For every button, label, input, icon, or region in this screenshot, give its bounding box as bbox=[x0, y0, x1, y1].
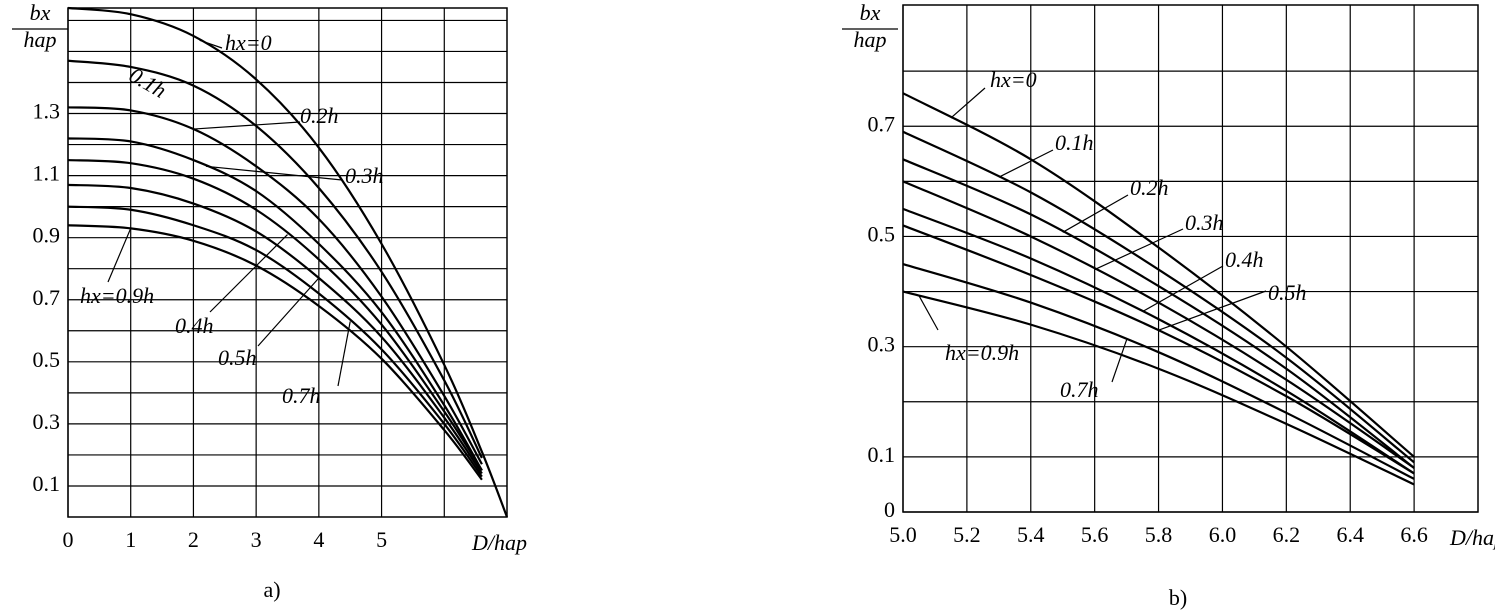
x-tick-label: 4 bbox=[313, 527, 324, 552]
curve bbox=[67, 158, 483, 472]
curve-label: 0.7h bbox=[1060, 377, 1099, 402]
x-axis-label: D/hap bbox=[471, 530, 527, 555]
curve bbox=[902, 290, 1415, 486]
curve bbox=[67, 224, 483, 481]
leader-line bbox=[1142, 265, 1224, 313]
leader-line bbox=[209, 234, 288, 313]
curve-label: hx=0 bbox=[225, 30, 272, 55]
leader-line bbox=[998, 149, 1054, 178]
x-tick-label: 2 bbox=[188, 527, 199, 552]
curve bbox=[67, 6, 509, 518]
leader-line bbox=[918, 295, 939, 331]
curve-label: hx=0.9h bbox=[945, 340, 1019, 365]
curve bbox=[902, 130, 1415, 464]
y-tick-label: 0.7 bbox=[33, 285, 61, 310]
leader-line bbox=[199, 39, 223, 49]
y-axis-label-denominator: hap bbox=[24, 27, 57, 52]
curve bbox=[67, 137, 483, 471]
y-tick-label: 0.9 bbox=[33, 223, 61, 248]
curve-label: 0.7h bbox=[282, 383, 321, 408]
curve-label: 0.5h bbox=[1268, 280, 1307, 305]
leader-line bbox=[257, 277, 320, 347]
panel: 5.0 5.2 5.4 5.6 5.8 6.0 6.2 6.4 6.6 0 0.1 0.3 0.5 0.7… bbox=[842, 0, 1495, 610]
x-tick-label: 6.6 bbox=[1400, 522, 1428, 547]
y-tick-label: 0 bbox=[884, 497, 895, 522]
x-tick-label: 5.8 bbox=[1145, 522, 1173, 547]
curve bbox=[67, 183, 483, 475]
y-tick-label: 0.3 bbox=[868, 332, 896, 357]
leader-line bbox=[950, 87, 986, 119]
curve-label: 0.2h bbox=[1130, 175, 1169, 200]
curve-label: 0.4h bbox=[175, 313, 214, 338]
y-tick-label: 0.1 bbox=[868, 442, 896, 467]
x-axis-label: D/hap bbox=[1449, 525, 1495, 550]
leader-line bbox=[107, 228, 132, 283]
y-tick-label: 0.5 bbox=[33, 347, 61, 372]
curve bbox=[902, 207, 1415, 475]
x-tick-label: 6.4 bbox=[1336, 522, 1364, 547]
leader-line bbox=[1158, 290, 1267, 331]
curve-label: hx=0.9h bbox=[80, 283, 154, 308]
curve-label: 0.5h bbox=[218, 345, 257, 370]
x-tick-label: 3 bbox=[251, 527, 262, 552]
curve-label: hx=0 bbox=[990, 67, 1037, 92]
y-tick-label: 0.3 bbox=[33, 409, 61, 434]
curve-label: 0.2h bbox=[300, 103, 339, 128]
x-tick-label: 6.2 bbox=[1273, 522, 1301, 547]
panel-caption: b) bbox=[1169, 585, 1187, 610]
x-tick-label: 5.4 bbox=[1017, 522, 1045, 547]
curve-label: 0.3h bbox=[345, 163, 384, 188]
panel-caption: a) bbox=[263, 577, 280, 602]
y-axis-label-denominator: hap bbox=[854, 27, 887, 52]
curve bbox=[902, 158, 1415, 469]
curve bbox=[902, 92, 1415, 458]
leader-line bbox=[1111, 339, 1128, 383]
x-tick-label: 1 bbox=[125, 527, 136, 552]
y-tick-label: 1.3 bbox=[33, 99, 61, 124]
leader-line bbox=[205, 165, 343, 181]
y-tick-label: 1.1 bbox=[33, 161, 61, 186]
curve bbox=[902, 262, 1415, 480]
curve-label: 0.1h bbox=[1055, 130, 1094, 155]
curve bbox=[67, 59, 483, 459]
x-tick-label: 5.6 bbox=[1081, 522, 1109, 547]
y-tick-label: 0.1 bbox=[33, 471, 61, 496]
curve bbox=[67, 106, 483, 465]
curve-label: 0.3h bbox=[1185, 210, 1224, 235]
leader-line bbox=[1062, 194, 1129, 233]
y-tick-label: 0.7 bbox=[868, 111, 896, 136]
leader-line bbox=[1094, 228, 1184, 271]
y-axis-label-numerator: bx bbox=[860, 0, 881, 25]
curve-label: 0.4h bbox=[1225, 247, 1264, 272]
leader-line bbox=[193, 121, 301, 130]
curve bbox=[67, 205, 483, 478]
x-tick-label: 5.0 bbox=[889, 522, 917, 547]
x-tick-label: 0 bbox=[63, 527, 74, 552]
y-tick-label: 0.5 bbox=[868, 222, 896, 247]
x-tick-label: 5 bbox=[376, 527, 387, 552]
x-tick-label: 5.2 bbox=[953, 522, 981, 547]
x-tick-label: 6.0 bbox=[1209, 522, 1237, 547]
leader-line bbox=[337, 321, 351, 387]
y-axis-label-numerator: bx bbox=[30, 0, 51, 25]
